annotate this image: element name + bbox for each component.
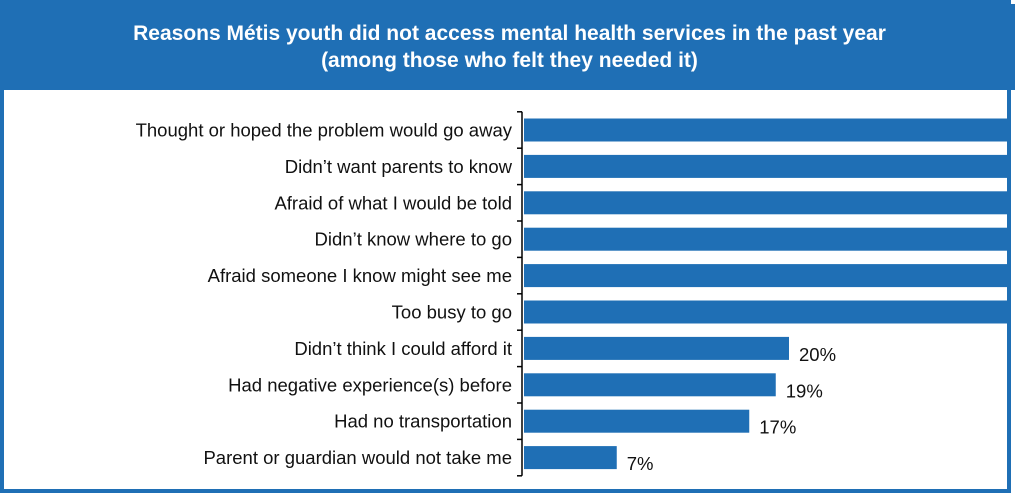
category-label: Too busy to go — [392, 302, 512, 323]
bar — [524, 118, 1007, 142]
bar — [524, 227, 1007, 251]
bar — [524, 300, 1007, 324]
category-label: Didn’t know where to go — [315, 229, 512, 250]
data-label: 7% — [627, 453, 654, 474]
data-label: 17% — [759, 417, 796, 438]
bar — [524, 373, 776, 397]
category-label: Afraid someone I know might see me — [208, 265, 512, 286]
bar — [524, 191, 1007, 215]
category-label: Didn’t think I could afford it — [294, 338, 512, 359]
category-label: Thought or hoped the problem would go aw… — [136, 120, 513, 141]
chart-subtitle: (among those who felt they needed it) — [321, 49, 698, 72]
bar — [524, 264, 1007, 288]
bar-chart: Thought or hoped the problem would go aw… — [136, 111, 1007, 477]
bar — [524, 336, 789, 360]
data-label: 20% — [799, 344, 836, 365]
category-label: Had negative experience(s) before — [228, 374, 512, 395]
category-label: Had no transportation — [334, 411, 512, 432]
bar — [524, 154, 1007, 178]
category-label: Parent or guardian would not take me — [203, 447, 512, 468]
bar — [524, 446, 617, 470]
category-label: Afraid of what I would be told — [274, 192, 512, 213]
category-label: Didn’t want parents to know — [285, 156, 513, 177]
chart-title: Reasons Métis youth did not access menta… — [133, 22, 886, 45]
data-label: 19% — [786, 380, 823, 401]
bar — [524, 409, 750, 433]
chart-header: Reasons Métis youth did not access menta… — [4, 4, 1015, 90]
